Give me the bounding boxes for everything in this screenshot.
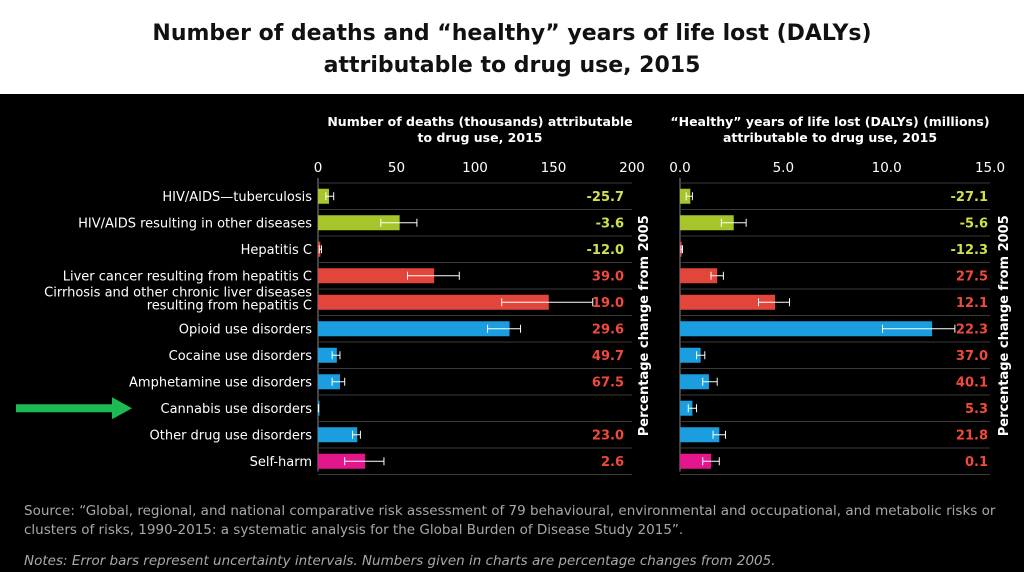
- category-label-1: HIV/AIDS resulting in other diseases: [78, 216, 312, 231]
- panel-0-bar-5: [318, 321, 510, 337]
- panel-1-tick-0: 0.0: [669, 160, 690, 176]
- panel-0-pct-label-9: 23.0: [592, 428, 624, 443]
- panel-1-pct-label-9: 21.8: [956, 428, 988, 443]
- panel-0-bar-7: [318, 374, 340, 390]
- panel-1-title-line-2: attributable to drug use, 2015: [723, 130, 937, 145]
- panel-0-pct-label-3: 39.0: [592, 269, 624, 284]
- category-label-3: Liver cancer resulting from hepatitis C: [63, 269, 312, 284]
- panel-0-pct-label-6: 49.7: [592, 349, 624, 364]
- panel-1-pct-label-1: -5.6: [960, 216, 988, 231]
- panel-1-title-line-1: “Healthy” years of life lost (DALYs) (mi…: [670, 114, 989, 129]
- panel-1-side-label: Percentage change from 2005: [997, 215, 1012, 436]
- panel-0-side-label: Percentage change from 2005: [637, 215, 652, 436]
- panel-1-tick-3: 15.0: [975, 160, 1005, 176]
- panel-0-bar-1: [318, 215, 400, 231]
- panel-1-bar-1: [680, 215, 734, 231]
- chart-title: Number of deaths and “healthy” years of …: [0, 18, 1024, 82]
- category-label-7: Amphetamine use disorders: [129, 375, 312, 390]
- panel-1-pct-label-2: -12.3: [951, 243, 988, 258]
- category-label-2: Hepatitis C: [241, 243, 312, 258]
- panel-1-bar-5: [680, 321, 933, 337]
- highlight-arrow-icon: [16, 397, 132, 420]
- panel-1-pct-label-7: 40.1: [956, 375, 988, 390]
- panel-1-bar-6: [680, 347, 701, 363]
- panel-0-bar-3: [318, 268, 435, 284]
- panel-1-pct-label-6: 37.0: [956, 349, 988, 364]
- chart-title-line-1: Number of deaths and “healthy” years of …: [152, 21, 872, 46]
- panel-0-tick-3: 150: [541, 160, 567, 176]
- chart-panel: [0, 94, 1024, 494]
- panel-0-pct-label-1: -3.6: [596, 216, 624, 231]
- category-label-4-line-1: Cirrhosis and other chronic liver diseas…: [44, 285, 312, 300]
- notes: Notes: Error bars represent uncertainty …: [24, 553, 776, 569]
- category-label-5: Opioid use disorders: [179, 322, 312, 337]
- panel-0-title-line-1: Number of deaths (thousands) attributabl…: [327, 114, 632, 129]
- panel-0-pct-label-10: 2.6: [601, 455, 624, 470]
- panel-1-tick-1: 5.0: [773, 160, 794, 176]
- panel-0-title-line-2: to drug use, 2015: [418, 130, 543, 145]
- panel-0-pct-label-5: 29.6: [592, 322, 624, 337]
- panel-1-pct-label-10: 0.1: [965, 455, 988, 470]
- panel-1-bar-4: [680, 294, 776, 310]
- panel-1-bar-10: [680, 453, 711, 469]
- panel-1-pct-label-0: -27.1: [951, 190, 988, 205]
- panel-1-pct-label-8: 5.3: [965, 402, 988, 417]
- chart-title-line-2: attributable to drug use, 2015: [323, 53, 701, 78]
- panel-1-bar-3: [680, 268, 718, 284]
- panel-0-bar-10: [318, 453, 366, 469]
- panel-0-pct-label-2: -12.0: [587, 243, 624, 258]
- panel-1-bar-8: [680, 400, 693, 416]
- panel-0-pct-label-4: 19.0: [592, 296, 624, 311]
- panel-0-tick-4: 200: [619, 160, 645, 176]
- panel-1-pct-label-5: 22.3: [956, 322, 988, 337]
- category-label-10: Self-harm: [250, 455, 312, 470]
- panel-0-pct-label-0: -25.7: [587, 190, 624, 205]
- panel-0-tick-0: 0: [314, 160, 323, 176]
- source-note: Source: “Global, regional, and national …: [24, 503, 996, 538]
- footer: [0, 494, 1024, 572]
- panel-0-tick-2: 100: [462, 160, 488, 176]
- panel-0-bar-0: [318, 188, 329, 204]
- panel-1-bar-9: [680, 427, 720, 443]
- category-label-4-line-2: resulting from hepatitis C: [147, 298, 312, 313]
- panel-0-tick-1: 50: [388, 160, 405, 176]
- panel-1-tick-2: 10.0: [872, 160, 902, 176]
- panel-0-bar-9: [318, 427, 358, 443]
- panel-1-bar-0: [680, 188, 691, 204]
- panel-0-pct-label-7: 67.5: [592, 375, 624, 390]
- panel-1-pct-label-3: 27.5: [956, 269, 988, 284]
- chart-canvas: HIV/AIDS—tuberculosis HIV/AIDS resulting …: [16, 114, 1012, 475]
- category-label-0: HIV/AIDS—tuberculosis: [162, 190, 312, 205]
- panel-0-bar-4: [318, 294, 549, 310]
- category-label-6: Cocaine use disorders: [169, 349, 313, 364]
- category-label-9: Other drug use disorders: [150, 428, 313, 443]
- title-bar: Number of deaths and “healthy” years of …: [0, 0, 1024, 94]
- panel-1-bar-7: [680, 374, 709, 390]
- panel-1-pct-label-4: 12.1: [956, 296, 988, 311]
- category-label-8: Cannabis use disorders: [161, 402, 313, 417]
